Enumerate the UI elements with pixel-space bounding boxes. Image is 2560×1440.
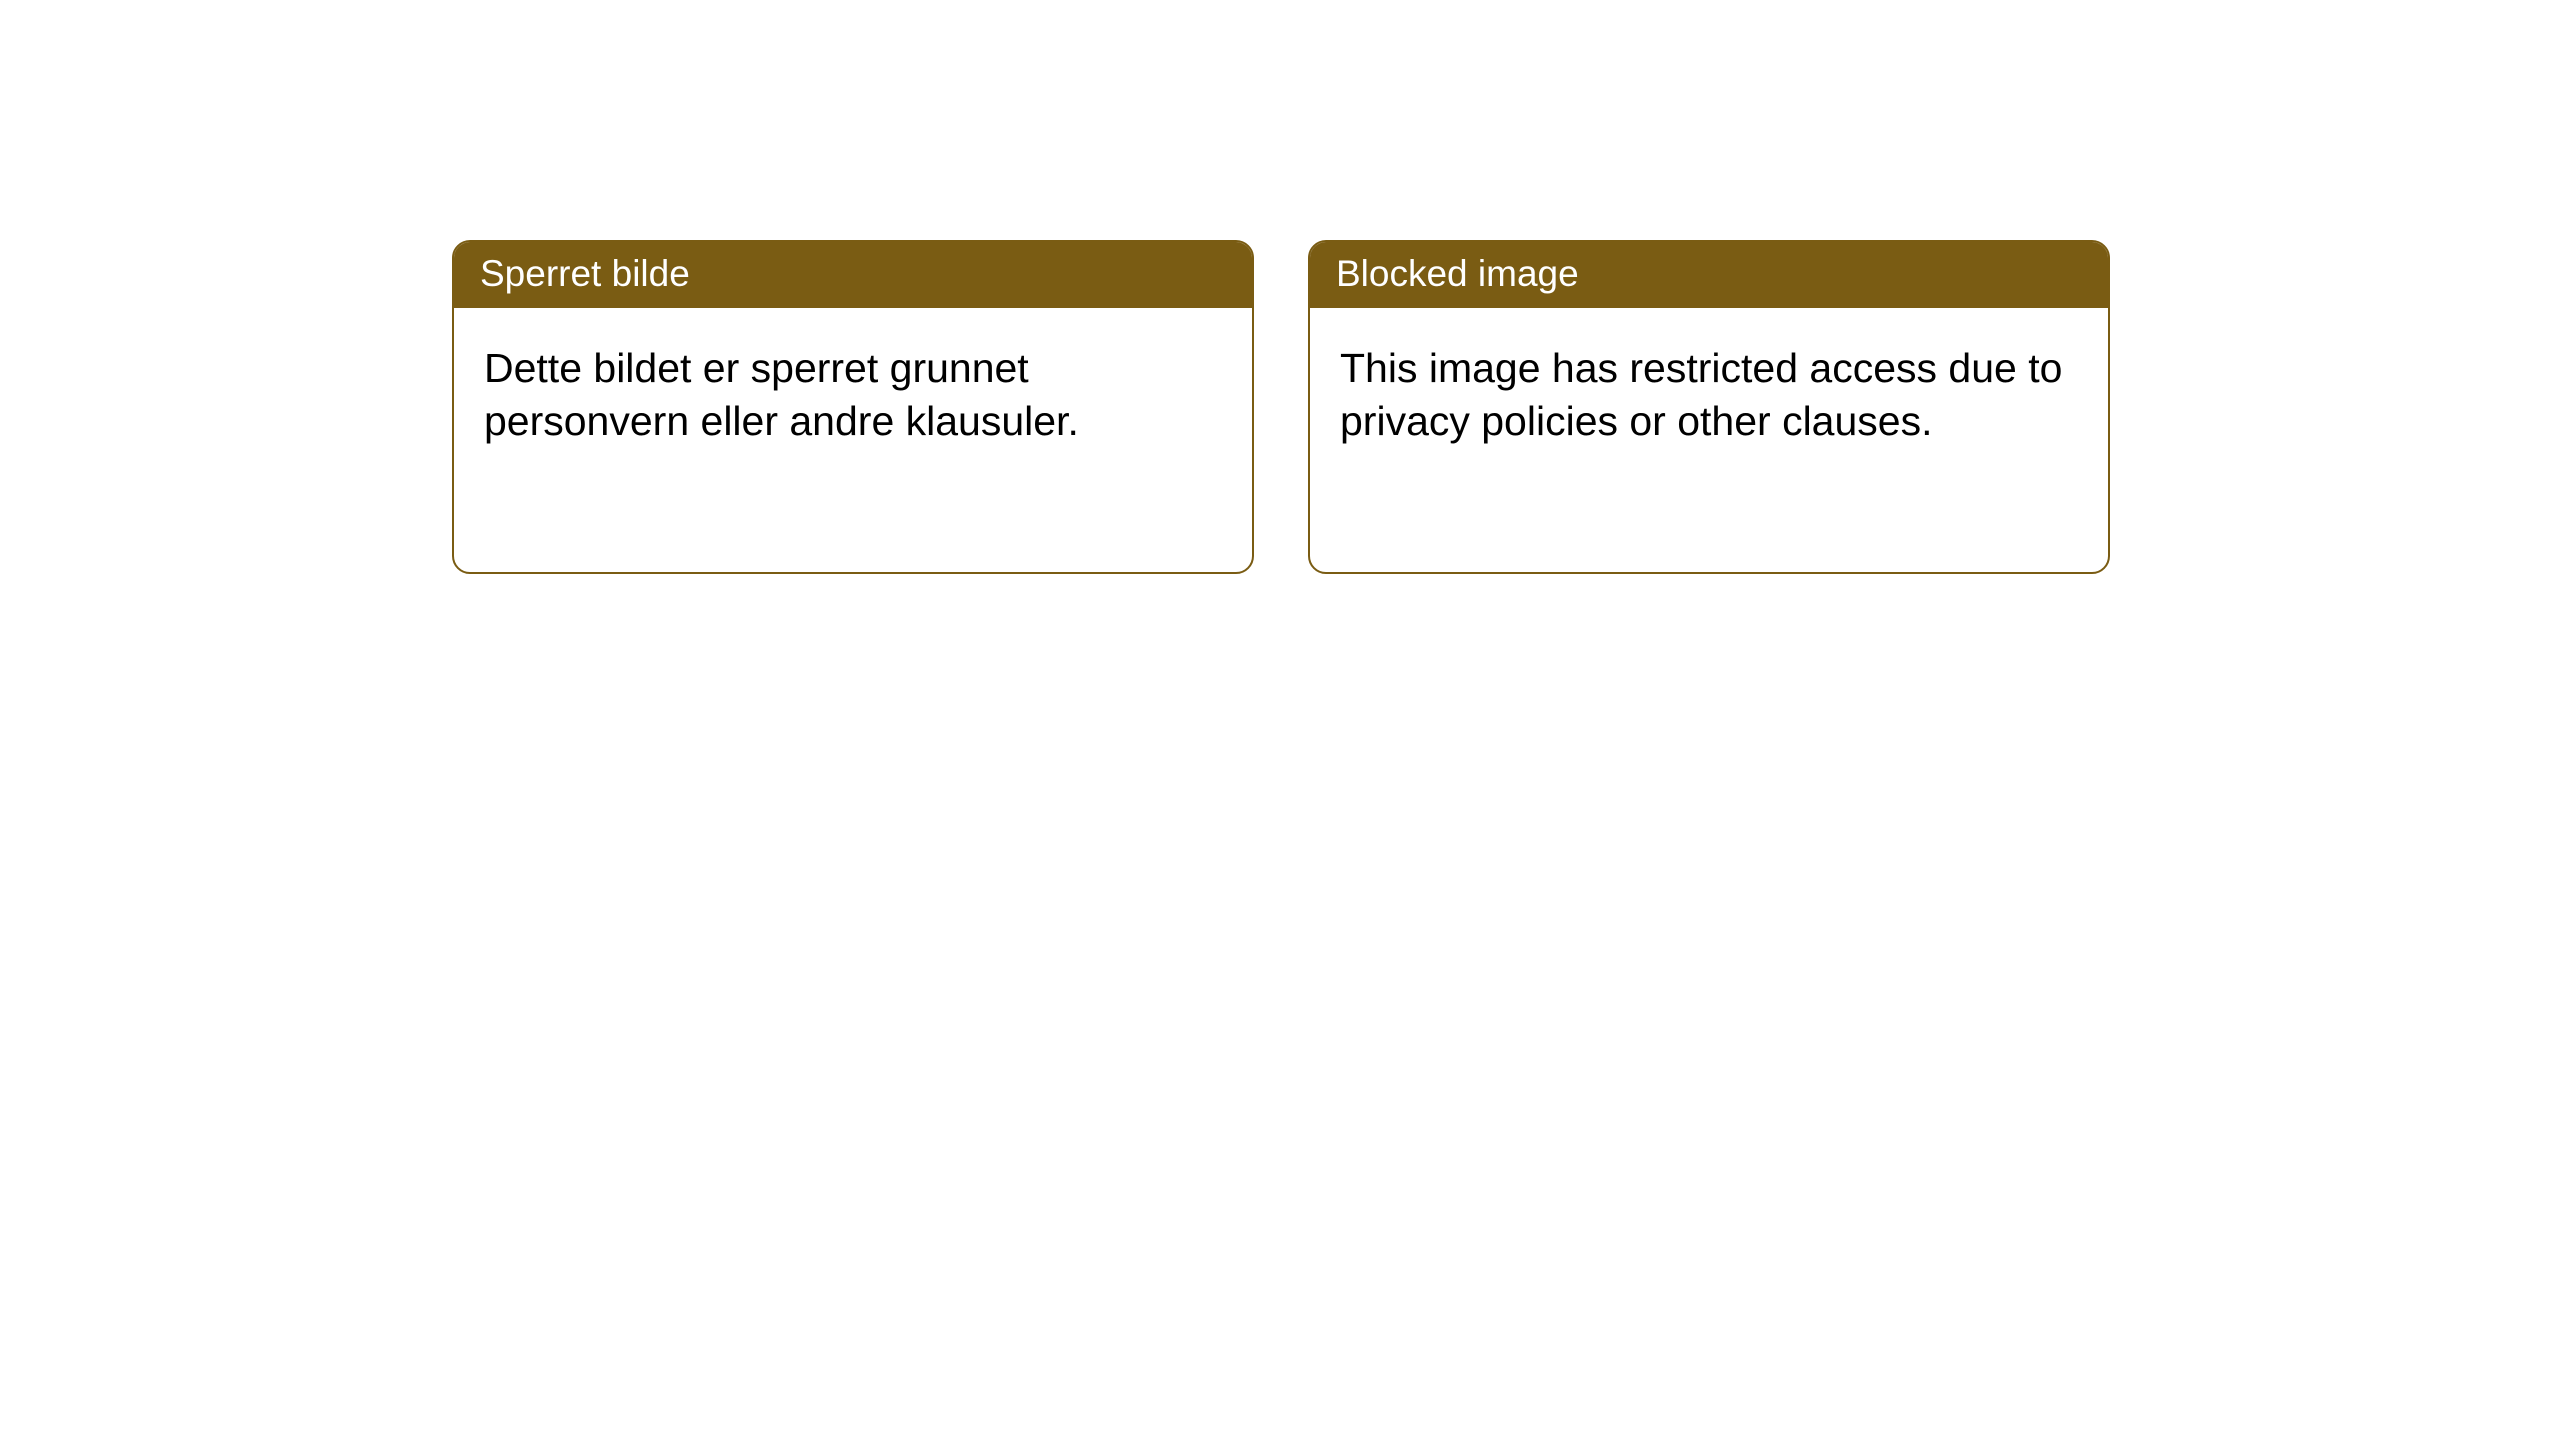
notice-card-english: Blocked image This image has restricted …: [1308, 240, 2110, 574]
notice-cards-container: Sperret bilde Dette bildet er sperret gr…: [0, 0, 2560, 574]
notice-card-norwegian: Sperret bilde Dette bildet er sperret gr…: [452, 240, 1254, 574]
notice-card-body: This image has restricted access due to …: [1310, 308, 2108, 481]
notice-card-title: Blocked image: [1310, 242, 2108, 308]
notice-card-body: Dette bildet er sperret grunnet personve…: [454, 308, 1252, 481]
notice-card-title: Sperret bilde: [454, 242, 1252, 308]
